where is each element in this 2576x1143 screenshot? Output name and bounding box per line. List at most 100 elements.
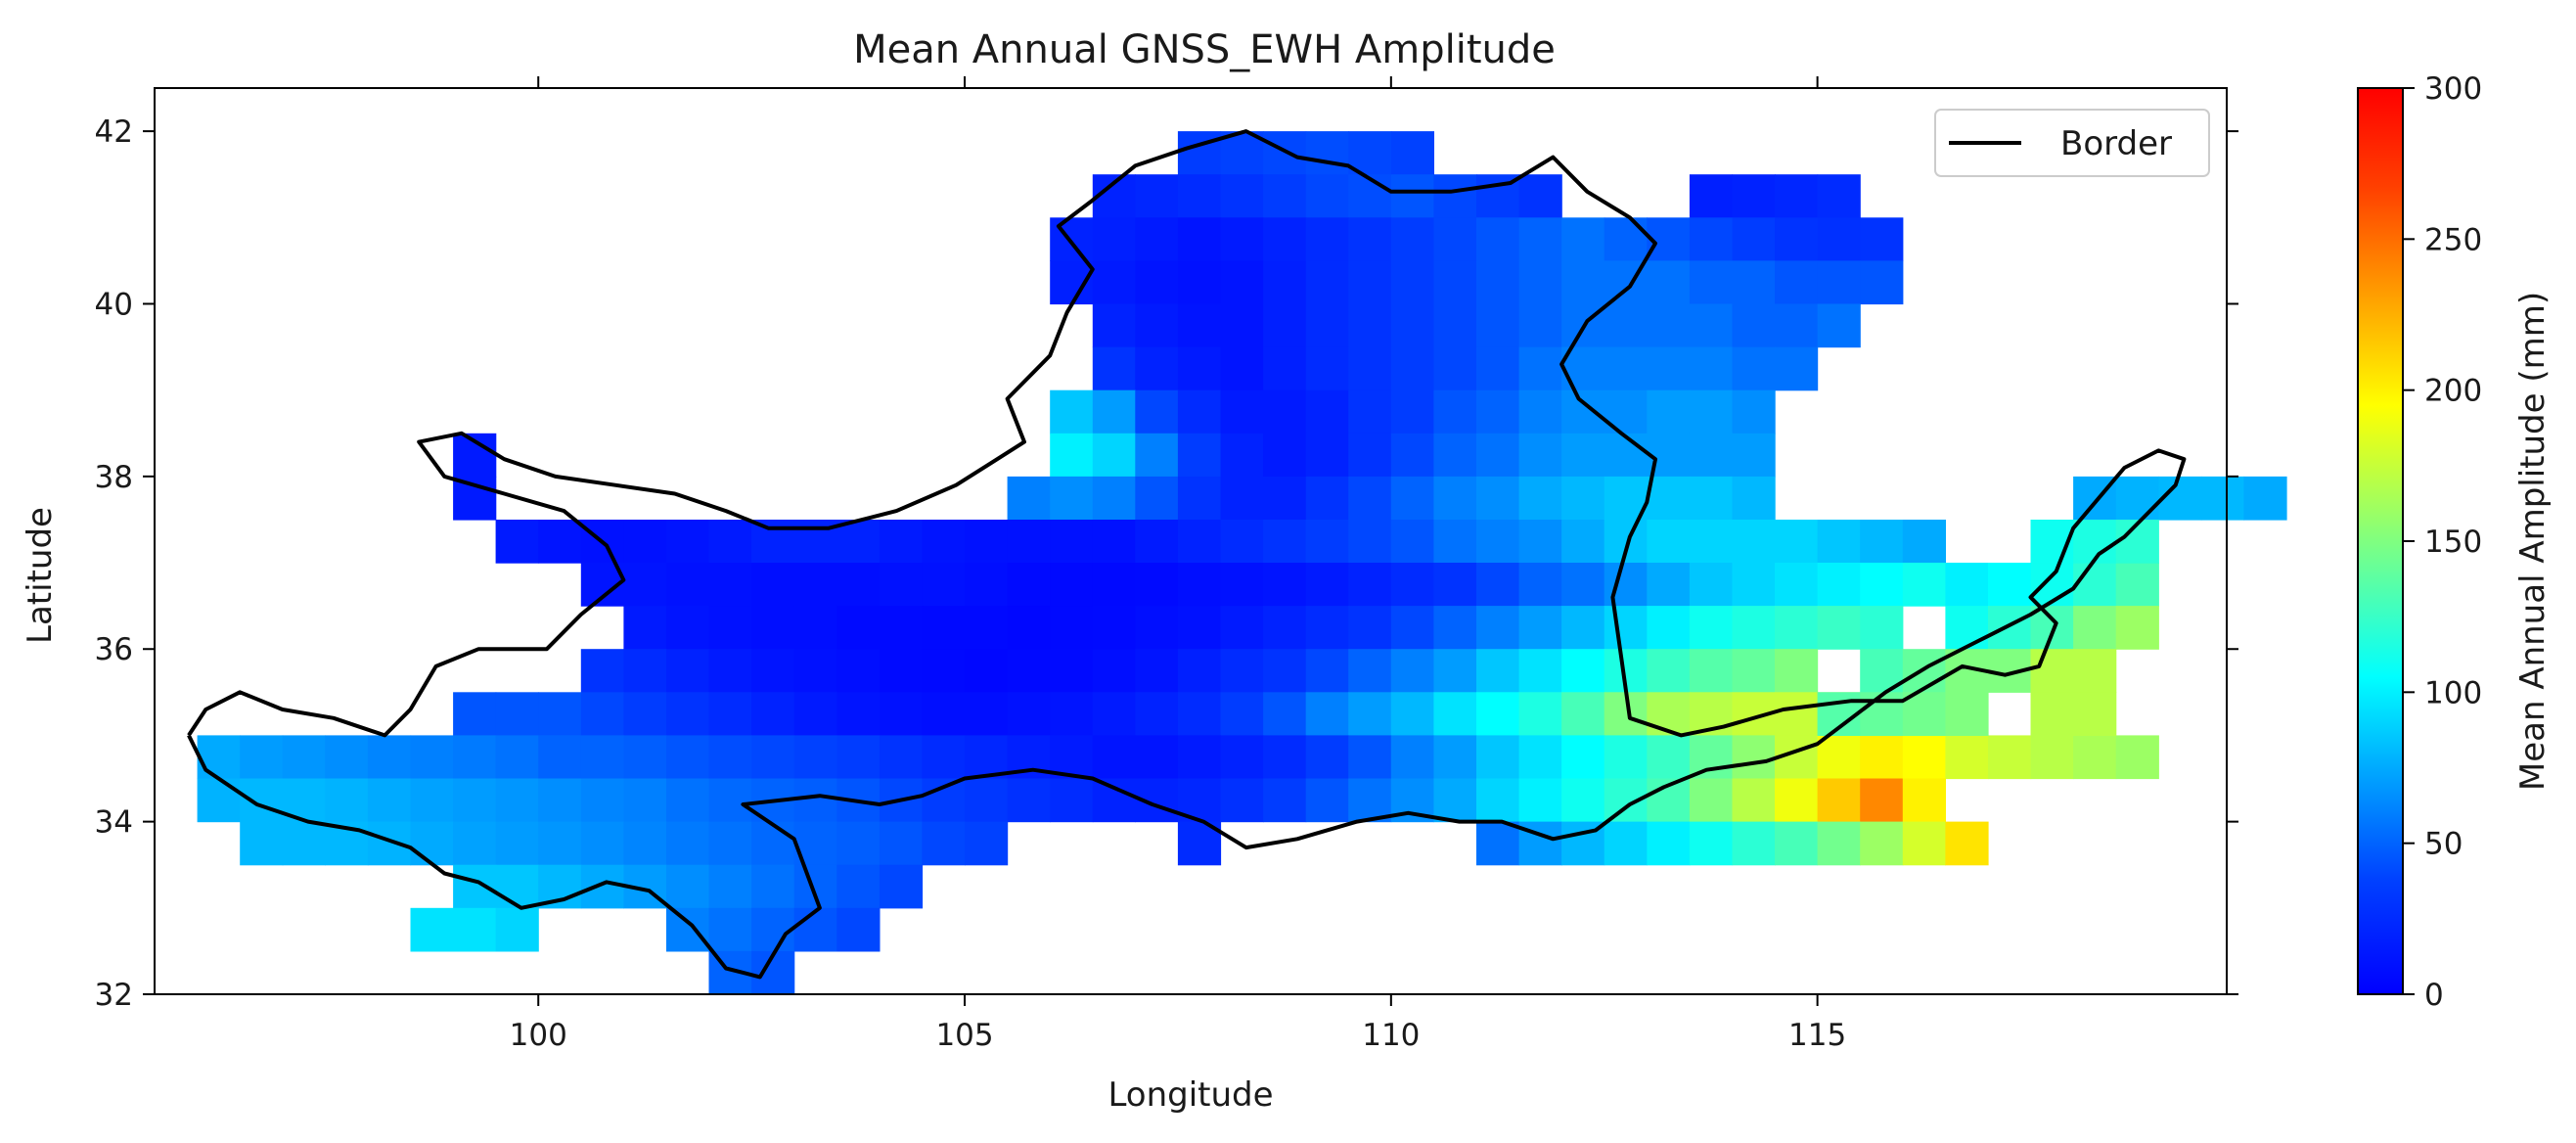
heatmap-cell [1263, 606, 1307, 650]
heatmap-cell [1433, 563, 1477, 607]
heatmap-cell [623, 821, 667, 866]
legend-box [1934, 109, 2210, 177]
heatmap-cell [1177, 476, 1222, 521]
heatmap-cell [1518, 520, 1562, 564]
heatmap-cell [1263, 563, 1307, 607]
heatmap-cell [623, 778, 667, 823]
heatmap-cell [965, 520, 1009, 564]
heatmap-cell [1263, 735, 1307, 780]
heatmap-cell [1561, 260, 1605, 305]
heatmap-cell [1050, 606, 1094, 650]
heatmap-cell [1775, 692, 1819, 736]
heatmap-cell [1305, 433, 1349, 478]
heatmap-cell [410, 735, 454, 780]
heatmap-cell [1476, 606, 1520, 650]
heatmap-cell [1390, 606, 1434, 650]
heatmap-cell [1647, 692, 1691, 736]
heatmap-cell [666, 606, 710, 650]
heatmap-cell [1050, 692, 1094, 736]
heatmap-cell [495, 907, 539, 952]
heatmap-cell [1433, 692, 1477, 736]
heatmap-cell [1775, 563, 1819, 607]
heatmap-cell [1689, 389, 1734, 434]
heatmap-cell [1390, 476, 1434, 521]
heatmap-cell [1518, 476, 1562, 521]
heatmap-cell [1433, 649, 1477, 693]
heatmap-cell [1263, 778, 1307, 823]
heatmap-cell [1390, 735, 1434, 780]
heatmap-cell [1518, 563, 1562, 607]
heatmap-cell [1561, 735, 1605, 780]
heatmap-cell [1433, 217, 1477, 261]
heatmap-cell [965, 778, 1009, 823]
heatmap-cell [1092, 303, 1136, 348]
heatmap-cell [282, 735, 326, 780]
heatmap-cell [1220, 692, 1264, 736]
heatmap-cell [1220, 476, 1264, 521]
heatmap-cell [1348, 433, 1392, 478]
heatmap-cell [708, 735, 752, 780]
heatmap-cell [666, 520, 710, 564]
heatmap-cell [1817, 778, 1861, 823]
heatmap-cell [1007, 520, 1051, 564]
heatmap-cell [1433, 303, 1477, 348]
heatmap-cell [1177, 174, 1222, 218]
heatmap-cell [2200, 476, 2245, 521]
legend: Border [1934, 109, 2210, 177]
colorbar-tick-label: 250 [2424, 222, 2482, 257]
heatmap-cell [1220, 649, 1264, 693]
heatmap-cell [1775, 520, 1819, 564]
heatmap-cell [453, 821, 497, 866]
heatmap-cell [1732, 174, 1776, 218]
heatmap-cell [922, 649, 966, 693]
heatmap-cell [1220, 735, 1264, 780]
heatmap-cell [1305, 649, 1349, 693]
heatmap-cell [1902, 821, 1946, 866]
heatmap-cell [2115, 476, 2159, 521]
heatmap-cell [1860, 606, 1904, 650]
heatmap-cell [1092, 346, 1136, 391]
heatmap-cell [836, 563, 881, 607]
heatmap-cell [1945, 606, 1989, 650]
heatmap-cell [1220, 433, 1264, 478]
heatmap-cell [1263, 476, 1307, 521]
heatmap-cell [1305, 174, 1349, 218]
heatmap-cell [1092, 606, 1136, 650]
heatmap-cell [965, 735, 1009, 780]
heatmap-cell [1476, 260, 1520, 305]
heatmap-cell [2030, 606, 2074, 650]
heatmap-cell [1348, 649, 1392, 693]
heatmap-cell [965, 563, 1009, 607]
x-axis-label: Longitude [1107, 1075, 1273, 1115]
y-axis-ticks: 32 34 36 38 40 42 [95, 114, 2238, 1013]
heatmap-cell [1476, 778, 1520, 823]
y-tick-label: 38 [95, 460, 133, 495]
heatmap-cell [1860, 692, 1904, 736]
heatmap-cell [1860, 520, 1904, 564]
heatmap-cell [1220, 563, 1264, 607]
heatmap-cell [1305, 563, 1349, 607]
heatmap-cell [1689, 174, 1734, 218]
heatmap-cell [1220, 520, 1264, 564]
heatmap-cell [666, 649, 710, 693]
heatmap-cell [495, 692, 539, 736]
heatmap-cell [1220, 174, 1264, 218]
heatmap-cell [1135, 649, 1179, 693]
x-tick-label: 115 [1788, 1018, 1846, 1053]
heatmap-cell [1476, 303, 1520, 348]
heatmap-cell [1348, 303, 1392, 348]
heatmap-cell [1476, 692, 1520, 736]
heatmap-cell [453, 907, 497, 952]
heatmap-cell [1348, 174, 1392, 218]
heatmap-cell [453, 778, 497, 823]
heatmap-cell [240, 778, 284, 823]
heatmap-cell [2073, 520, 2117, 564]
heatmap-cell [1135, 692, 1179, 736]
heatmap-cell [965, 649, 1009, 693]
heatmap-cell [1433, 260, 1477, 305]
heatmap-cell [1476, 346, 1520, 391]
heatmap-cell [538, 520, 582, 564]
heatmap-cell [580, 864, 624, 909]
heatmap-cell [836, 735, 881, 780]
heatmap-cell [538, 778, 582, 823]
